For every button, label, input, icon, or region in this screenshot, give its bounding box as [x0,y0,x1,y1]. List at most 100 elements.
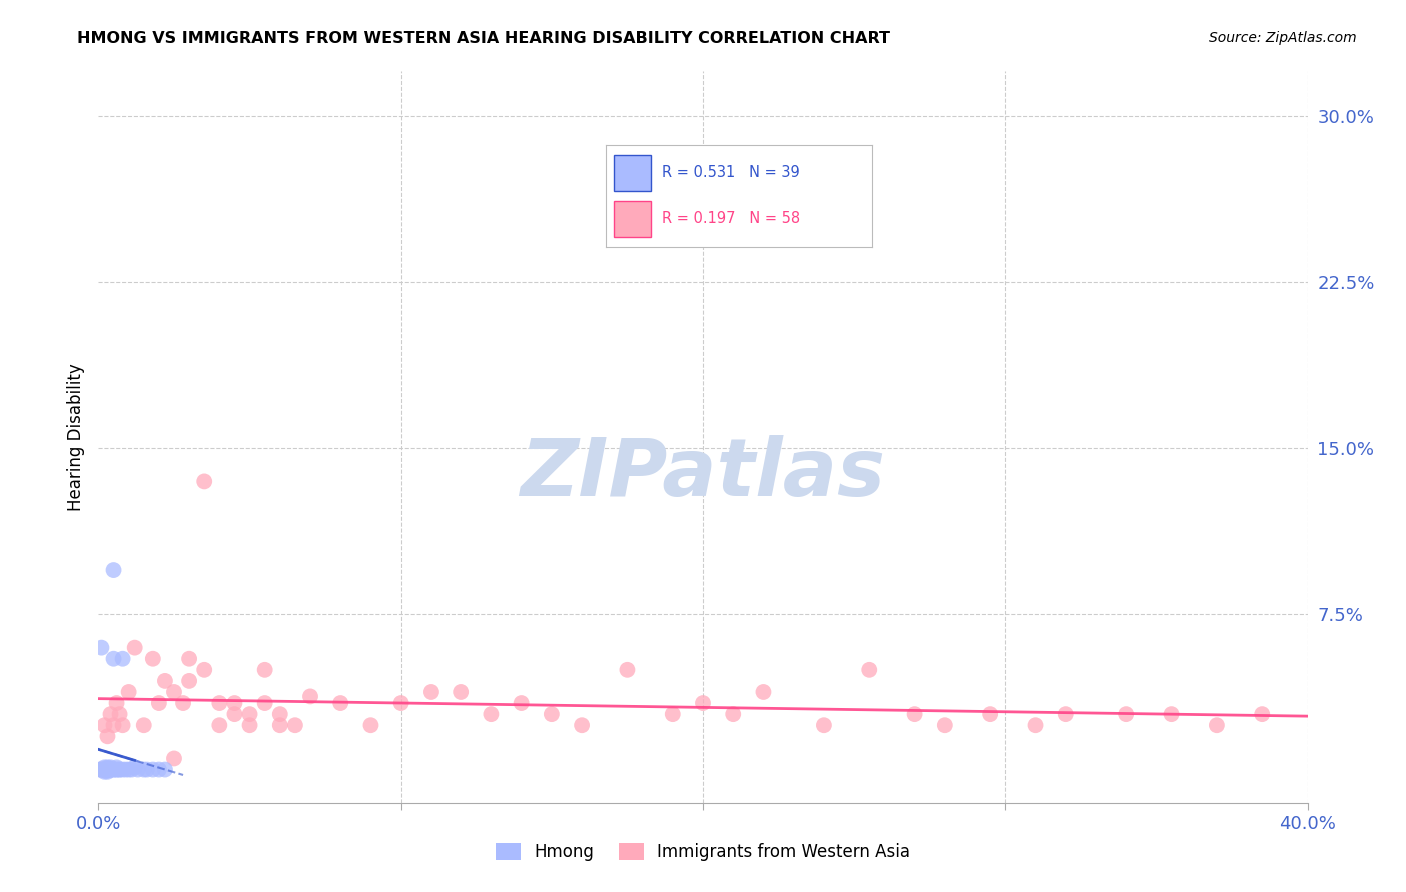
Point [118,685,141,699]
Point [239,718,262,732]
Text: ZIPatlas: ZIPatlas [520,434,886,513]
Point [91,763,114,777]
Point [135,763,157,777]
Point [105,696,128,710]
Point [100,760,122,774]
Text: HMONG VS IMMIGRANTS FROM WESTERN ASIA HEARING DISABILITY CORRELATION CHART: HMONG VS IMMIGRANTS FROM WESTERN ASIA HE… [77,31,890,46]
Point [661,707,683,722]
Point [90,640,112,655]
Point [148,696,170,710]
Point [93,718,115,732]
Point [979,707,1001,722]
Point [163,751,186,765]
Point [132,763,155,777]
Point [93,763,115,777]
Point [142,763,165,777]
Point [450,685,472,699]
Point [90,763,112,777]
Point [224,707,246,722]
Point [111,718,134,732]
Point [148,763,170,777]
Point [103,563,125,577]
Point [692,696,714,710]
Point [224,696,246,710]
Point [208,696,231,710]
Point [96,764,118,779]
Point [89,763,111,777]
Point [420,685,443,699]
Y-axis label: Hearing Disability: Hearing Disability [66,363,84,511]
Point [858,663,880,677]
Point [193,475,215,489]
Point [1024,718,1046,732]
Point [481,707,503,722]
Point [193,663,215,677]
Point [103,651,125,665]
Point [723,707,745,722]
Point [105,763,128,777]
Point [93,763,115,777]
Point [121,763,143,777]
Point [616,663,638,677]
Point [96,763,118,777]
Point [510,696,533,710]
Point [1115,707,1137,722]
Point [1160,707,1182,722]
Point [108,707,131,722]
Legend: Hmong, Immigrants from Western Asia: Hmong, Immigrants from Western Asia [489,836,917,868]
Point [239,707,262,722]
Point [904,707,927,722]
Point [111,763,134,777]
Point [93,764,115,779]
Point [752,685,775,699]
Point [100,707,122,722]
Point [111,651,134,665]
Point [253,696,276,710]
Point [108,763,131,777]
Point [269,707,291,722]
Point [103,763,125,777]
Point [127,763,149,777]
Point [142,651,165,665]
Point [114,763,136,777]
Point [103,718,125,732]
Point [179,651,201,665]
Point [124,760,146,774]
Point [813,718,835,732]
Point [124,640,146,655]
Point [132,718,155,732]
Point [90,763,112,777]
Point [329,696,352,710]
Point [103,763,125,777]
Point [571,718,593,732]
Point [179,673,201,688]
Point [284,718,307,732]
Point [105,760,128,774]
Point [96,729,118,743]
Point [360,718,382,732]
Point [93,760,115,774]
Point [269,718,291,732]
Point [208,718,231,732]
Point [389,696,412,710]
Point [96,763,118,777]
Point [153,763,176,777]
Point [172,696,194,710]
Point [100,763,122,777]
Point [299,690,322,704]
Text: Source: ZipAtlas.com: Source: ZipAtlas.com [1209,31,1357,45]
Point [540,707,562,722]
Point [100,763,122,777]
Point [100,763,122,777]
Point [108,763,131,777]
Point [253,663,276,677]
Point [118,763,141,777]
Point [94,763,117,777]
Point [105,763,128,777]
Point [96,760,118,774]
Point [934,718,956,732]
Point [153,673,176,688]
Point [1206,718,1229,732]
Point [1251,707,1274,722]
Point [96,763,118,777]
